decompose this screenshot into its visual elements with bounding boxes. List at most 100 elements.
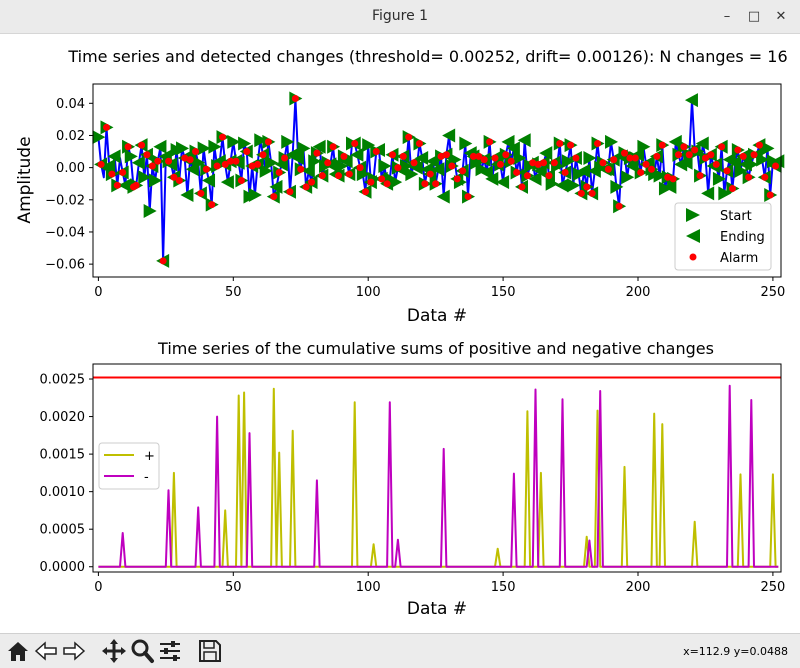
alarm-marker xyxy=(486,138,494,146)
alarm-marker xyxy=(755,141,763,149)
window-titlebar: Figure 1 – □ ✕ xyxy=(0,0,800,34)
ending-marker xyxy=(153,139,167,154)
alarm-marker xyxy=(297,165,305,173)
alarm-marker xyxy=(647,165,655,173)
forward-arrow-icon[interactable] xyxy=(60,637,88,665)
legend-ending-label: Ending xyxy=(720,230,765,245)
alarm-marker xyxy=(372,148,380,156)
alarm-marker xyxy=(186,156,194,164)
start-marker xyxy=(378,159,392,174)
alarm-marker xyxy=(772,162,780,170)
alarm-marker xyxy=(442,151,450,159)
configure-subplots-icon[interactable] xyxy=(156,637,184,665)
bottom-xtick-label: 50 xyxy=(225,580,242,595)
ending-marker xyxy=(728,155,742,170)
back-arrow-icon[interactable] xyxy=(32,637,60,665)
bottom-xtick-label: 250 xyxy=(760,580,785,595)
save-icon[interactable] xyxy=(196,637,224,665)
start-marker xyxy=(475,162,489,177)
start-marker xyxy=(149,173,163,188)
alarm-marker xyxy=(766,191,774,199)
bottom-ytick-label: 0.0015 xyxy=(40,448,86,463)
alarm-marker xyxy=(604,165,612,173)
start-marker xyxy=(545,176,559,191)
alarm-marker xyxy=(197,189,205,197)
pan-move-icon[interactable] xyxy=(100,637,128,665)
legend-minus-label: - xyxy=(144,470,149,485)
alarm-marker xyxy=(437,152,445,160)
zoom-icon[interactable] xyxy=(128,637,156,665)
legend-alarm-label: Alarm xyxy=(720,251,758,266)
alarm-marker xyxy=(108,170,116,178)
start-marker xyxy=(254,133,268,148)
ending-marker xyxy=(501,134,515,149)
cursor-coordinates: x=112.9 y=0.0488 xyxy=(683,645,788,658)
start-marker xyxy=(297,141,311,156)
ending-marker xyxy=(185,162,199,177)
ending-marker xyxy=(625,159,639,174)
figure-canvas[interactable]: Time series and detected changes (thresh… xyxy=(0,34,800,633)
home-icon[interactable] xyxy=(4,637,32,665)
alarm-marker xyxy=(577,189,585,197)
alarm-marker xyxy=(270,193,278,201)
bottom-ytick-label: 0.0000 xyxy=(40,560,86,575)
start-marker xyxy=(712,171,726,186)
ending-marker xyxy=(118,178,132,193)
alarm-marker xyxy=(165,157,173,165)
alarm-marker xyxy=(707,151,715,159)
ending-marker xyxy=(738,157,752,172)
alarm-marker xyxy=(132,181,140,189)
start-marker xyxy=(197,141,211,156)
alarm-marker xyxy=(567,141,575,149)
ending-marker xyxy=(701,186,715,201)
ending-marker xyxy=(409,160,423,175)
alarm-marker xyxy=(219,133,227,141)
alarm-marker xyxy=(192,148,200,156)
alarm-marker xyxy=(448,162,456,170)
top-ytick-label: 0.00 xyxy=(56,161,85,176)
top-ytick-label: −0.02 xyxy=(45,193,85,208)
start-marker xyxy=(405,167,419,182)
alarm-marker xyxy=(507,157,515,165)
top-ytick-label: 0.02 xyxy=(56,129,85,144)
alarm-marker xyxy=(286,188,294,196)
alarm-marker xyxy=(227,157,235,165)
ending-marker xyxy=(220,175,234,190)
top-ytick-label: −0.06 xyxy=(45,258,85,273)
start-marker xyxy=(513,150,527,165)
bottom-axes-frame xyxy=(92,363,782,573)
ending-marker xyxy=(679,155,693,170)
alarm-marker xyxy=(615,202,623,210)
alarm-marker xyxy=(432,180,440,188)
toolbar: x=112.9 y=0.0488 xyxy=(0,633,800,668)
alarm-marker xyxy=(728,185,736,193)
alarm-marker xyxy=(318,172,326,180)
top-ytick-label: 0.04 xyxy=(56,97,85,112)
alarm-marker xyxy=(243,148,251,156)
alarm-marker xyxy=(421,180,429,188)
bottom-xtick-label: 100 xyxy=(356,580,381,595)
alarm-marker xyxy=(523,172,531,180)
alarm-marker xyxy=(248,162,256,170)
legend-plus-label: + xyxy=(144,449,155,464)
alarm-marker xyxy=(237,177,245,184)
bottom-xtick-label: 0 xyxy=(94,580,102,595)
alarm-marker xyxy=(159,257,167,265)
alarm-marker xyxy=(718,143,726,151)
alarm-marker xyxy=(410,159,418,167)
alarm-marker xyxy=(175,177,183,184)
alarm-marker xyxy=(143,151,151,159)
start-marker xyxy=(92,130,106,145)
maximize-icon[interactable]: □ xyxy=(747,9,761,24)
top-ylabel: Amplitude xyxy=(15,136,35,223)
ending-marker xyxy=(415,150,429,165)
bottom-xtick-label: 150 xyxy=(491,580,516,595)
close-icon[interactable]: ✕ xyxy=(775,9,787,24)
alarm-marker xyxy=(464,193,472,201)
minimize-icon[interactable]: – xyxy=(723,9,731,24)
alarm-marker xyxy=(637,168,645,176)
alarm-marker xyxy=(426,170,434,178)
ending-marker xyxy=(107,149,121,164)
alarm-marker xyxy=(208,201,216,209)
alarm-marker xyxy=(599,159,607,167)
